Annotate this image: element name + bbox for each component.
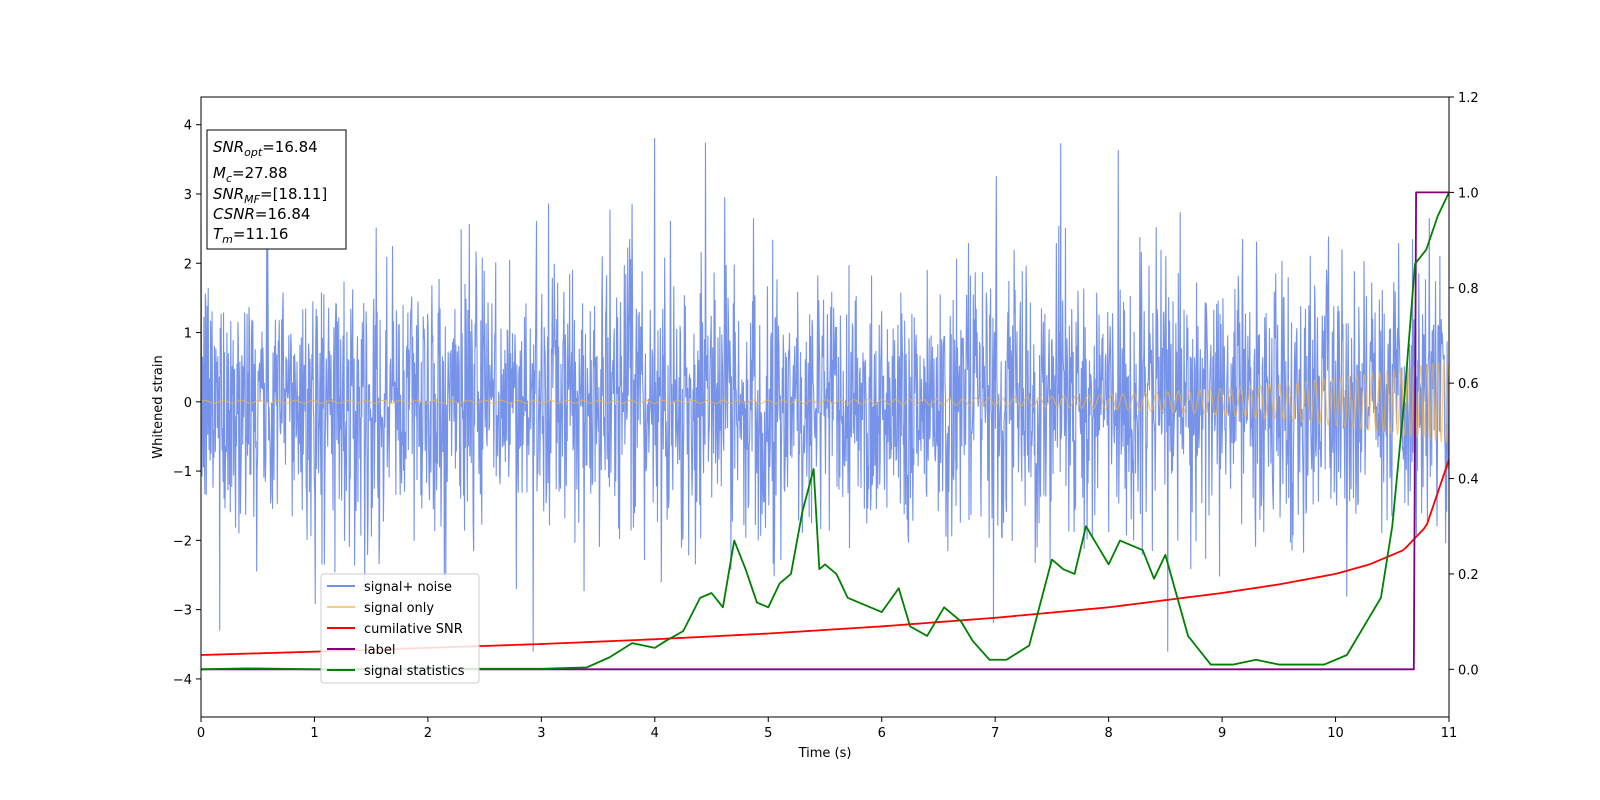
y-axis-label: Whitened strain [151, 355, 166, 458]
info-value: =16.84 [262, 138, 318, 156]
series-line-4 [201, 191, 1449, 671]
x-tick-label: 4 [651, 726, 659, 741]
info-box: SNRopt=16.84Mc=27.88SNRMF=[18.11]CSNR=16… [206, 129, 347, 250]
y-right-tick-label: 0.6 [1458, 377, 1479, 392]
info-line-3: CSNR=16.84 [213, 205, 310, 223]
info-line-0: SNRopt=16.84 [213, 138, 318, 159]
info-subscript: MF [244, 193, 260, 206]
y-right-tick-label: 1.0 [1458, 186, 1479, 201]
info-line-1: Mc=27.88 [213, 164, 288, 185]
info-line-4: Tm=11.16 [213, 225, 288, 246]
info-symbol: SNR [213, 185, 244, 203]
info-subscript: m [222, 233, 233, 246]
legend-label: label [364, 643, 395, 658]
x-tick-label: 7 [991, 726, 999, 741]
x-axis: 0 1 2 3 4 5 6 7 8 9 10 11 [197, 717, 1457, 741]
legend-label: signal only [364, 601, 434, 616]
y-left-tick-label: 3 [184, 188, 192, 203]
y-right-tick-label: 1.2 [1458, 91, 1479, 106]
info-box-frame [206, 129, 347, 250]
plot-frame [200, 96, 1450, 718]
y-left-tick-label: 4 [184, 119, 192, 134]
series-line-1 [201, 360, 1449, 444]
legend: signal+ noise signal only cumilative SNR la… [320, 573, 480, 684]
y-right-tick-label: 0.4 [1458, 473, 1479, 488]
y-left-tick-label: −3 [173, 604, 192, 619]
info-value: =11.16 [233, 225, 289, 243]
info-symbol: T [213, 225, 224, 243]
x-tick-label: 3 [537, 726, 545, 741]
info-value: =[18.11] [260, 185, 327, 203]
y-axis-left: 4 3 2 1 0 −1 −2 −3 −4 [173, 119, 201, 688]
y-right-tick-label: 0.2 [1458, 568, 1479, 583]
info-symbol: M [213, 164, 226, 182]
x-axis-label: Time (s) [798, 746, 852, 761]
info-subscript: opt [244, 146, 263, 159]
y-left-tick-label: −4 [173, 673, 192, 688]
y-left-tick-label: 2 [184, 257, 192, 272]
x-tick-label: 2 [424, 726, 432, 741]
series-line-0 [201, 138, 1449, 652]
info-line-2: SNRMF=[18.11] [213, 185, 327, 206]
y-left-tick-label: −2 [173, 534, 192, 549]
info-symbol: CSNR [213, 205, 255, 223]
info-subscript: c [226, 172, 232, 185]
legend-label: signal+ noise [364, 580, 452, 595]
x-tick-label: 0 [197, 726, 205, 741]
x-tick-label: 11 [1441, 726, 1458, 741]
y-left-tick-label: 0 [184, 396, 192, 411]
x-tick-label: 9 [1218, 726, 1226, 741]
legend-label: cumilative SNR [364, 622, 463, 637]
x-tick-label: 5 [764, 726, 772, 741]
series-line-3 [201, 191, 1449, 671]
y-axis-right: 1.2 1.0 0.8 0.6 0.4 0.2 0.0 [1449, 91, 1479, 678]
info-symbol: SNR [213, 138, 244, 156]
y-right-tick-label: 0.0 [1458, 663, 1479, 678]
x-tick-label: 10 [1327, 726, 1344, 741]
y-left-tick-label: −1 [173, 465, 192, 480]
x-tick-label: 8 [1104, 726, 1112, 741]
x-tick-label: 6 [878, 726, 886, 741]
info-value: =27.88 [232, 164, 288, 182]
legend-label: signal statistics [364, 664, 465, 679]
y-right-tick-label: 0.8 [1458, 282, 1479, 297]
x-tick-label: 1 [310, 726, 318, 741]
y-left-tick-label: 1 [184, 327, 192, 342]
legend-frame [320, 573, 480, 684]
info-value: =16.84 [255, 205, 311, 223]
